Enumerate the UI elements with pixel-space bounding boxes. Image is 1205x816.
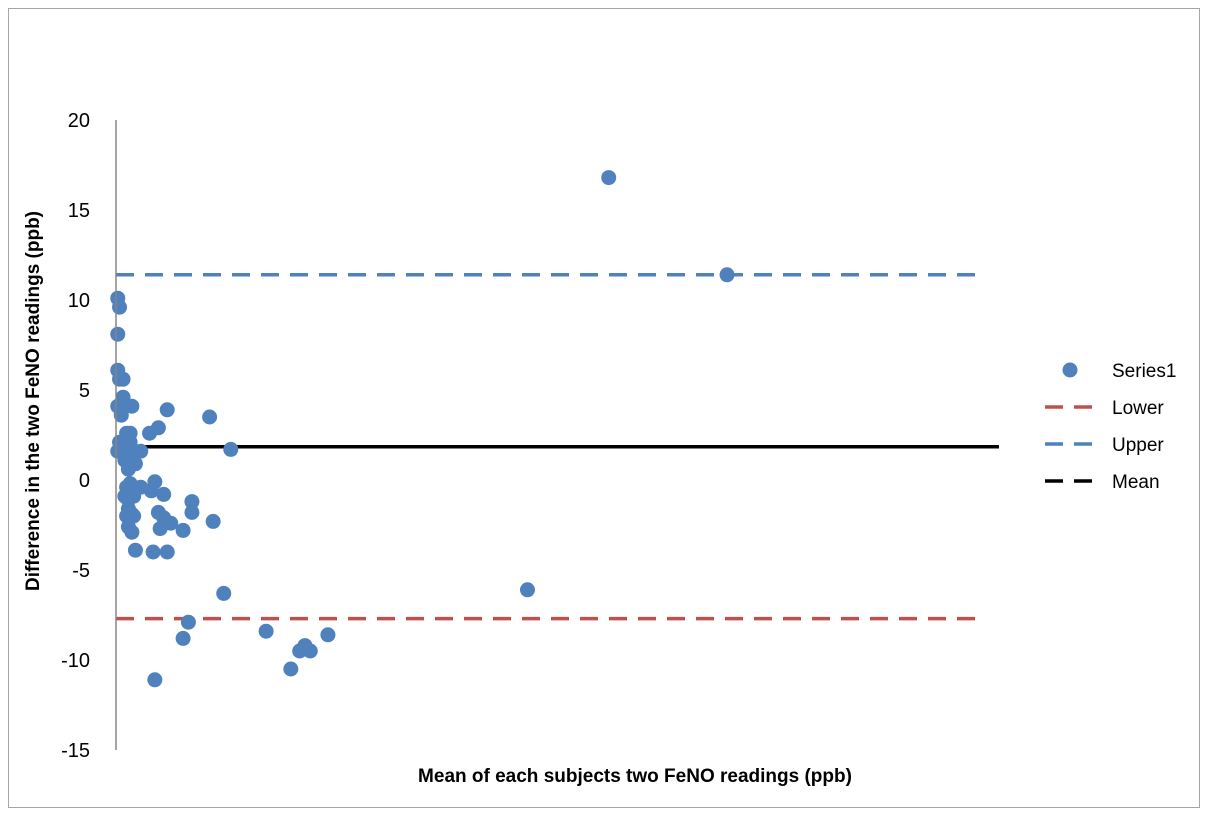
y-axis: -15 -10 -5 0 5 10 15 20 <box>61 110 117 762</box>
data-point <box>175 522 191 538</box>
y-axis-title: Difference in the two FeNO readings (ppb… <box>23 211 44 591</box>
data-point <box>115 371 131 387</box>
y-tick-label: 15 <box>68 200 90 222</box>
data-point <box>124 524 140 540</box>
data-point <box>320 627 336 643</box>
data-point <box>205 513 221 529</box>
data-point <box>159 402 175 418</box>
y-tick-label: -10 <box>61 650 90 672</box>
chart-area: -15 -10 -5 0 5 10 15 20 Difference in the two F… <box>8 8 1200 808</box>
data-point <box>127 542 143 558</box>
legend-label-upper: Upper <box>1112 435 1164 456</box>
data-point <box>184 504 200 520</box>
data-point <box>601 170 617 186</box>
data-point <box>519 582 535 598</box>
data-point <box>283 661 299 677</box>
x-axis-title: Mean of each subjects two FeNO readings … <box>418 766 852 787</box>
data-point <box>159 544 175 560</box>
y-tick-label: 0 <box>79 470 90 492</box>
data-point <box>147 672 163 688</box>
data-point <box>175 630 191 646</box>
legend-label-series1: Series1 <box>1112 361 1176 382</box>
scatter-chart: -15 -10 -5 0 5 10 15 20 Difference in the two F… <box>23 110 1176 787</box>
y-tick-labels: -15 -10 -5 0 5 10 15 20 <box>61 110 90 762</box>
legend-label-mean: Mean <box>1112 472 1160 493</box>
data-point <box>122 425 138 441</box>
legend-label-lower: Lower <box>1112 398 1164 419</box>
data-point <box>302 643 318 659</box>
data-point <box>124 398 140 414</box>
y-tick-label: 10 <box>68 290 90 312</box>
data-point <box>127 456 143 472</box>
data-point <box>133 443 149 459</box>
data-point <box>223 441 239 457</box>
y-tick-label: 20 <box>68 110 90 132</box>
data-point <box>113 407 129 423</box>
data-point <box>152 521 168 537</box>
data-point <box>719 267 735 283</box>
data-point <box>202 409 218 425</box>
data-point <box>150 420 166 436</box>
plot-layer <box>110 170 999 688</box>
y-tick-label: -5 <box>72 560 90 582</box>
data-point <box>147 474 163 490</box>
data-point <box>180 614 196 630</box>
data-point <box>258 623 274 639</box>
data-point <box>145 544 161 560</box>
data-point <box>112 299 128 315</box>
data-point <box>156 486 172 502</box>
y-tick-label: 5 <box>79 380 90 402</box>
legend-marker-series1 <box>1062 362 1078 378</box>
data-point <box>184 494 200 510</box>
legend: Series1 Lower Upper Mean <box>1045 361 1176 493</box>
y-tick-label: -15 <box>61 740 90 762</box>
data-point <box>110 326 126 342</box>
data-point <box>216 585 232 601</box>
